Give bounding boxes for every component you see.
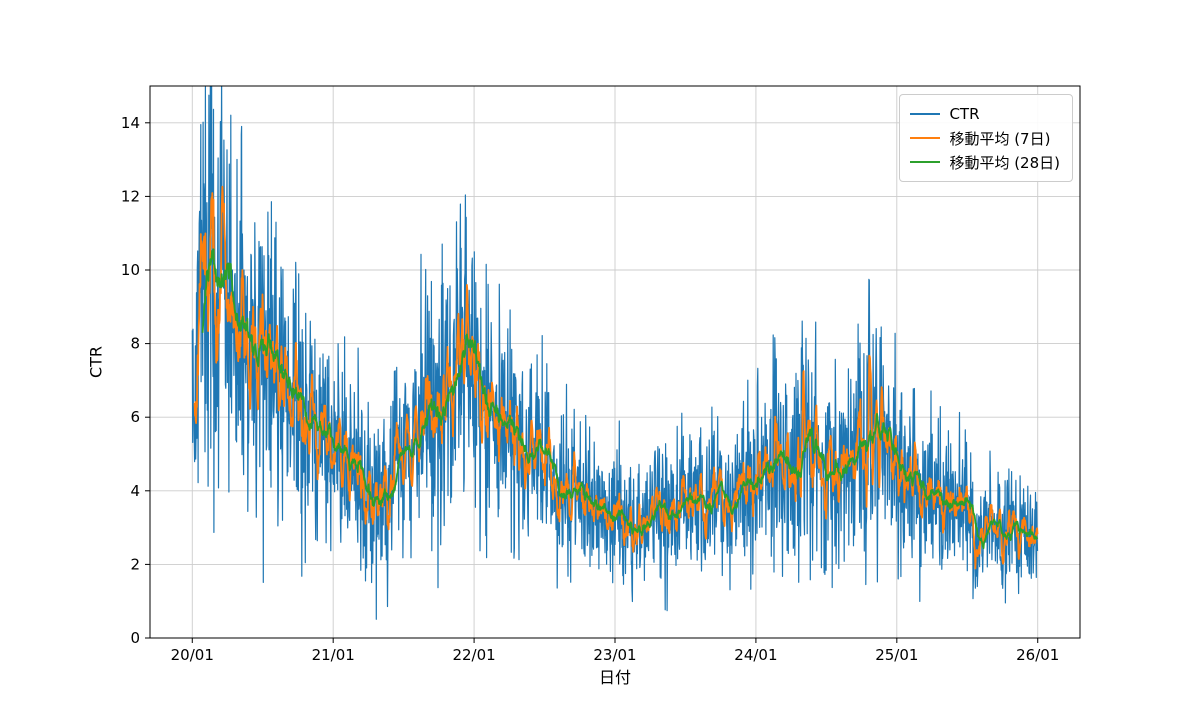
legend-item: 移動平均 (7日) xyxy=(910,126,1060,150)
legend-label: CTR xyxy=(949,105,980,123)
y-tick-label: 6 xyxy=(130,408,140,426)
y-tick-label: 4 xyxy=(130,482,140,500)
axes-layer xyxy=(145,85,1081,643)
legend-line-swatch xyxy=(910,113,941,115)
x-tick-label: 21/01 xyxy=(312,646,355,664)
ticklabel-layer: 20/01 21/01 22/01 23/01 24/01 25/01 26/01 0 2 4 6 8… xyxy=(121,114,1059,664)
legend-line-swatch xyxy=(910,137,941,139)
x-axis-label: 日付 xyxy=(598,668,632,687)
x-tick-label: 22/01 xyxy=(452,646,495,664)
y-tick-label: 10 xyxy=(121,261,140,279)
x-tick-label: 23/01 xyxy=(593,646,636,664)
x-tick-label: 25/01 xyxy=(875,646,918,664)
x-tick-label: 26/01 xyxy=(1016,646,1059,664)
legend-label: 移動平均 (28日) xyxy=(949,153,1060,172)
y-tick-label: 2 xyxy=(130,555,140,573)
legend: CTR 移動平均 (7日) 移動平均 (28日) xyxy=(899,94,1073,182)
legend-line-swatch xyxy=(910,161,941,163)
legend-item: 移動平均 (28日) xyxy=(910,150,1060,174)
legend-item: CTR xyxy=(910,102,1060,126)
legend-label: 移動平均 (7日) xyxy=(949,129,1051,148)
y-tick-label: 12 xyxy=(121,187,140,205)
x-tick-label: 20/01 xyxy=(171,646,214,664)
x-tick-label: 24/01 xyxy=(734,646,777,664)
y-tick-label: 14 xyxy=(121,114,140,132)
series-line-ma28 xyxy=(201,248,1039,550)
y-tick-label: 8 xyxy=(130,335,140,353)
y-axis-label: CTR xyxy=(86,345,106,379)
y-tick-label: 0 xyxy=(130,629,140,647)
series-layer xyxy=(191,86,1039,620)
